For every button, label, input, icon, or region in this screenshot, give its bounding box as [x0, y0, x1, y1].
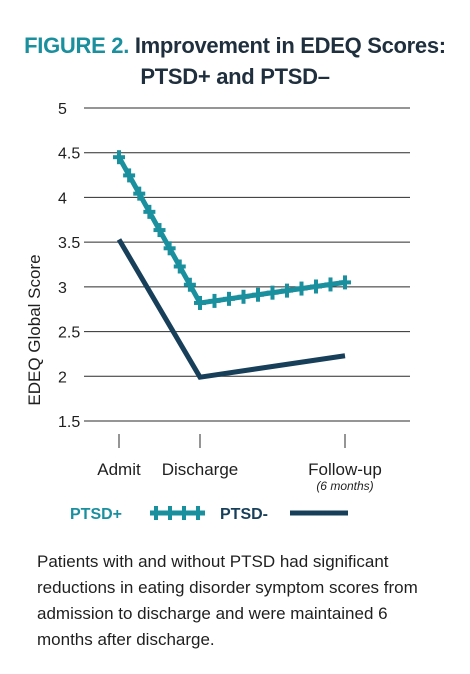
data-point [113, 150, 125, 165]
figure-label: FIGURE 2. [24, 33, 130, 58]
data-point [123, 168, 136, 183]
legend: PTSD+ PTSD- [70, 506, 348, 523]
data-point [143, 204, 156, 219]
x-tick-label: Admit [97, 460, 141, 479]
data-point [173, 259, 186, 274]
data-point [237, 289, 250, 304]
x-tick-sublabel: (6 months) [316, 479, 373, 493]
y-axis-label: EDEQ Global Score [25, 254, 44, 405]
y-tick-label: 4 [58, 190, 67, 207]
y-tick-label: 3 [58, 280, 67, 297]
legend-marker [150, 506, 162, 520]
figure-caption: Patients with and without PTSD had signi… [37, 552, 418, 649]
y-tick-label: 2.5 [58, 325, 80, 342]
y-tick-label: 1.5 [58, 414, 80, 431]
data-point [281, 283, 293, 298]
x-ticks: Admit Discharge Follow-up(6 months) [97, 434, 382, 493]
edeq-line-chart: 5 4.5 4 3.5 3 2.5 2 1.5 Admit Discharge Follow-up… [25, 101, 410, 523]
y-tick-label: 5 [58, 101, 67, 118]
data-point [223, 291, 235, 306]
data-point [295, 281, 308, 296]
data-point [339, 275, 351, 290]
y-tick-label: 3.5 [58, 235, 80, 252]
y-tick-label: 2 [58, 369, 67, 386]
legend-marker [192, 506, 204, 520]
y-tick-label: 4.5 [58, 146, 80, 163]
legend-marker [178, 506, 190, 520]
data-point [183, 277, 196, 292]
data-point [194, 295, 206, 310]
data-point [324, 277, 337, 292]
y-tick-labels: 5 4.5 4 3.5 3 2.5 2 1.5 [58, 101, 80, 431]
series-line-ptsd-plus [116, 155, 346, 306]
legend-marker [164, 506, 176, 520]
data-point [208, 293, 221, 308]
data-point [163, 241, 176, 256]
figure-title: FIGURE 2. Improvement in EDEQ Scores: PT… [0, 30, 470, 92]
legend-label-ptsd-minus: PTSD- [220, 506, 268, 523]
data-point [310, 279, 322, 294]
x-tick-label: Follow-up [308, 460, 382, 479]
data-point [133, 186, 146, 201]
series-line-ptsd-minus [116, 238, 346, 380]
data-point [266, 285, 279, 300]
data-point [252, 287, 264, 302]
x-tick-label: Discharge [162, 460, 239, 479]
legend-label-ptsd-plus: PTSD+ [70, 506, 122, 523]
title-line2: PTSD+ and PTSD– [140, 64, 330, 89]
data-point [153, 223, 166, 238]
title-line1: Improvement in EDEQ Scores: [134, 33, 446, 58]
series-lines [113, 150, 351, 380]
